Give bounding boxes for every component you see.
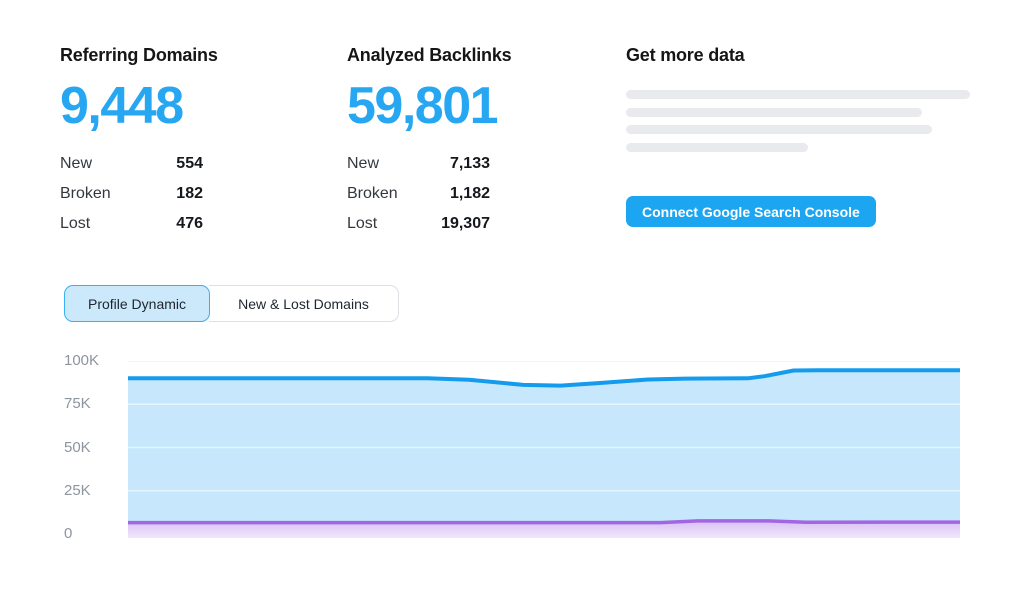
connect-google-search-console-button[interactable]: Connect Google Search Console xyxy=(626,196,876,227)
skeleton-line xyxy=(626,125,933,134)
stat-row-broken: Broken 1,182 xyxy=(347,179,490,209)
stat-rows: New 7,133 Broken 1,182 Lost 19,307 xyxy=(347,149,490,239)
y-axis-tick-0: 0 xyxy=(64,525,73,542)
stat-row-lost: Lost 19,307 xyxy=(347,209,490,239)
stat-row-lost: Lost 476 xyxy=(60,209,203,239)
profile-dynamic-area-chart[interactable] xyxy=(128,361,960,540)
stat-card-analyzed-backlinks: Analyzed Backlinks 59,801 New 7,133 Brok… xyxy=(347,44,512,239)
stat-total: 9,448 xyxy=(60,77,184,135)
stat-card-referring-domains: Referring Domains 9,448 New 554 Broken 1… xyxy=(60,44,218,239)
stat-row-value: 476 xyxy=(176,215,203,232)
skeleton-line xyxy=(626,107,922,117)
placeholder-text-lines xyxy=(626,90,970,152)
y-axis-tick-50k: 50K xyxy=(64,438,91,456)
stat-row-label: Broken xyxy=(60,185,111,202)
stat-row-value: 554 xyxy=(176,155,203,172)
stat-rows: New 554 Broken 182 Lost 476 xyxy=(60,149,203,239)
stat-title: Analyzed Backlinks xyxy=(347,45,512,65)
stat-row-label: New xyxy=(347,155,380,172)
stat-row-value: 19,307 xyxy=(441,215,490,232)
stat-title: Referring Domains xyxy=(60,45,218,65)
tab-profile-dynamic[interactable]: Profile Dynamic xyxy=(64,285,210,322)
stat-row-label: Lost xyxy=(60,215,91,232)
stat-row-label: Lost xyxy=(347,215,378,232)
stat-row-value: 1,182 xyxy=(449,185,490,202)
stat-row-label: New xyxy=(60,155,93,172)
stat-row-broken: Broken 182 xyxy=(60,179,203,209)
stat-row-value: 7,133 xyxy=(449,155,490,172)
stat-row-label: Broken xyxy=(347,185,398,202)
get-more-data-card: Get more data Connect Google Search Cons… xyxy=(626,44,970,227)
tab-new-lost-domains[interactable]: New & Lost Domains xyxy=(209,285,399,322)
stat-row-new: New 7,133 xyxy=(347,149,490,179)
promo-title: Get more data xyxy=(626,45,745,65)
stat-row-value: 182 xyxy=(176,185,203,202)
y-axis-tick-25k: 25K xyxy=(64,482,91,499)
chart-tabs: Profile Dynamic New & Lost Domains xyxy=(64,285,399,322)
y-axis-tick-100k: 100K xyxy=(64,352,100,369)
skeleton-line xyxy=(626,142,809,152)
stat-total: 59,801 xyxy=(347,77,499,135)
skeleton-line xyxy=(626,90,970,99)
stat-row-new: New 554 xyxy=(60,149,203,179)
y-axis-tick-75k: 75K xyxy=(64,395,91,412)
